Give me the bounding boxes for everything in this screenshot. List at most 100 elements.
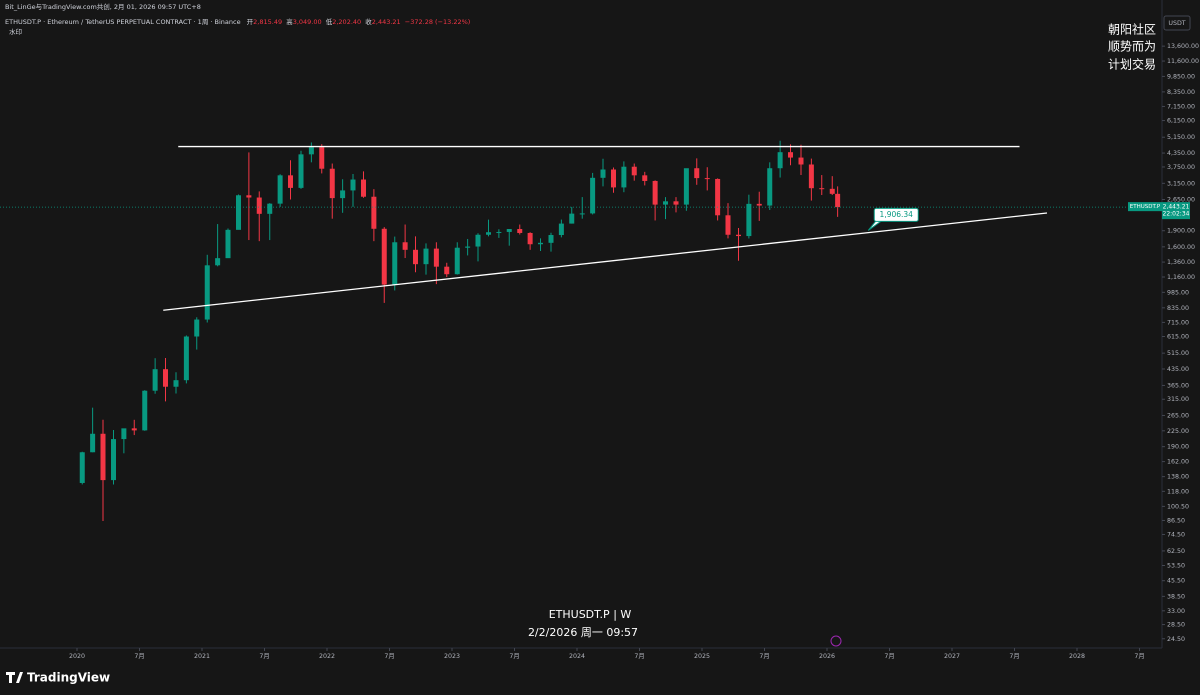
- candle-body: [308, 147, 314, 155]
- watermark-line: 朝阳社区: [1108, 22, 1156, 37]
- trend-line: [163, 212, 1048, 311]
- x-tick-label: 7月: [259, 652, 269, 660]
- candle-body: [527, 232, 533, 245]
- y-tick-label: 5,150.00: [1167, 134, 1195, 141]
- candle-body: [621, 166, 627, 188]
- y-tick-label: 138.00: [1167, 474, 1189, 481]
- x-tick-label: 7月: [1009, 652, 1019, 660]
- y-tick-label: 7,150.00: [1167, 103, 1195, 110]
- x-tick-label: 2021: [194, 653, 210, 660]
- currency-box[interactable]: [1163, 15, 1191, 31]
- x-tick-label: 7月: [134, 652, 144, 660]
- symbol-info: ETHUSDT.P · Ethereum / TetherUS PERPETUA…: [5, 17, 470, 26]
- candle-body: [808, 164, 814, 189]
- candle-body: [506, 229, 512, 232]
- y-tick-label: 715.00: [1167, 319, 1189, 326]
- credit: Bit_LinGe与TradingView.com共创, 2月 01, 2026…: [5, 2, 201, 11]
- candle-body: [340, 190, 346, 199]
- y-tick-label: 365.00: [1167, 382, 1189, 389]
- candle-body: [444, 266, 450, 275]
- x-tick-label: 7月: [384, 652, 394, 660]
- y-tick-label: 162.00: [1167, 459, 1189, 466]
- y-tick-label: 86.50: [1167, 517, 1185, 524]
- candle-body: [131, 428, 137, 431]
- close-label: 收: [365, 17, 372, 26]
- open: 2,815.49: [253, 18, 282, 26]
- footer-datetime: 2/2/2026 周一 09:57: [528, 626, 638, 639]
- event-icon[interactable]: [830, 635, 842, 647]
- x-tick-label: 7月: [759, 652, 769, 660]
- candle-body: [642, 175, 648, 181]
- candle-body: [631, 166, 637, 176]
- x-tick-label: 2028: [1069, 653, 1085, 660]
- price-tag-label: 2,443.21: [1163, 204, 1190, 211]
- y-tick-label: 1,360.00: [1167, 259, 1195, 266]
- x-tick-label: 2020: [69, 653, 85, 660]
- y-tick-label: 435.00: [1167, 366, 1189, 373]
- y-tick-label: 615.00: [1167, 334, 1189, 341]
- y-tick-label: 53.50: [1167, 563, 1185, 570]
- candle-body: [142, 390, 148, 431]
- y-tick-label: 4,350.00: [1167, 150, 1195, 157]
- candle-body: [204, 265, 210, 320]
- candle-body: [579, 213, 585, 215]
- x-tick-label: 7月: [509, 652, 519, 660]
- logo-icon: [6, 672, 23, 683]
- x-tick-label: 2027: [944, 653, 960, 660]
- candle-body: [736, 234, 741, 237]
- candle-body: [673, 201, 679, 205]
- candle-body: [350, 179, 356, 191]
- y-tick-label: 62.50: [1167, 548, 1185, 555]
- currency: USDT: [1168, 20, 1185, 27]
- y-tick-label: 38.50: [1167, 593, 1185, 600]
- y-tick-label: 33.00: [1167, 608, 1185, 615]
- candle-body: [319, 147, 325, 169]
- candle-body: [392, 242, 398, 285]
- close: 2,443.21: [372, 18, 401, 26]
- candle-body: [590, 177, 596, 214]
- candle-body: [475, 234, 481, 247]
- candle-body: [715, 178, 721, 216]
- x-tick-label: 7月: [634, 652, 644, 660]
- candle-body: [600, 169, 606, 178]
- low: 2,202.40: [332, 18, 361, 26]
- candle-body: [361, 179, 366, 197]
- x-tick-label: 2022: [319, 653, 335, 660]
- change: −372.28 (−13.22%): [405, 18, 471, 26]
- y-tick-label: 3,150.00: [1167, 180, 1195, 187]
- y-tick-label: 11,600.00: [1167, 58, 1199, 65]
- candle-body: [90, 433, 96, 453]
- candle-body: [111, 439, 116, 481]
- y-tick-label: 985.00: [1167, 289, 1189, 296]
- candle-body: [746, 203, 752, 237]
- y-tick-label: 835.00: [1167, 305, 1189, 312]
- y-tick-label: 1,160.00: [1167, 274, 1195, 281]
- candle-body: [79, 452, 85, 483]
- candle-body: [569, 213, 575, 224]
- candle-body: [371, 196, 377, 229]
- candle-body: [777, 152, 783, 169]
- y-tick-label: 9,850.00: [1167, 73, 1195, 80]
- candle-body: [152, 369, 158, 391]
- logo: TradingView: [6, 671, 110, 685]
- candle-body: [121, 428, 127, 440]
- callout-box: [873, 207, 919, 222]
- candle-body: [486, 232, 491, 235]
- brand: TradingView: [27, 671, 110, 685]
- candle-body: [652, 180, 658, 205]
- y-tick-label: 1,900.00: [1167, 228, 1195, 235]
- watermark-line: 顺势而为: [1108, 40, 1156, 54]
- candle-body: [694, 168, 700, 179]
- x-tick-label: 2023: [444, 653, 460, 660]
- candle-body: [183, 336, 189, 381]
- y-tick-label: 315.00: [1167, 396, 1189, 403]
- candle-body: [558, 223, 564, 236]
- y-tick-label: 3,750.00: [1167, 164, 1195, 171]
- symbol-tag: [1128, 202, 1162, 212]
- candle-body: [835, 193, 841, 208]
- candle-body: [163, 369, 168, 387]
- footer-symbol: ETHUSDT.P | W: [549, 608, 632, 621]
- candle-body: [517, 229, 523, 233]
- candle-body: [767, 168, 773, 206]
